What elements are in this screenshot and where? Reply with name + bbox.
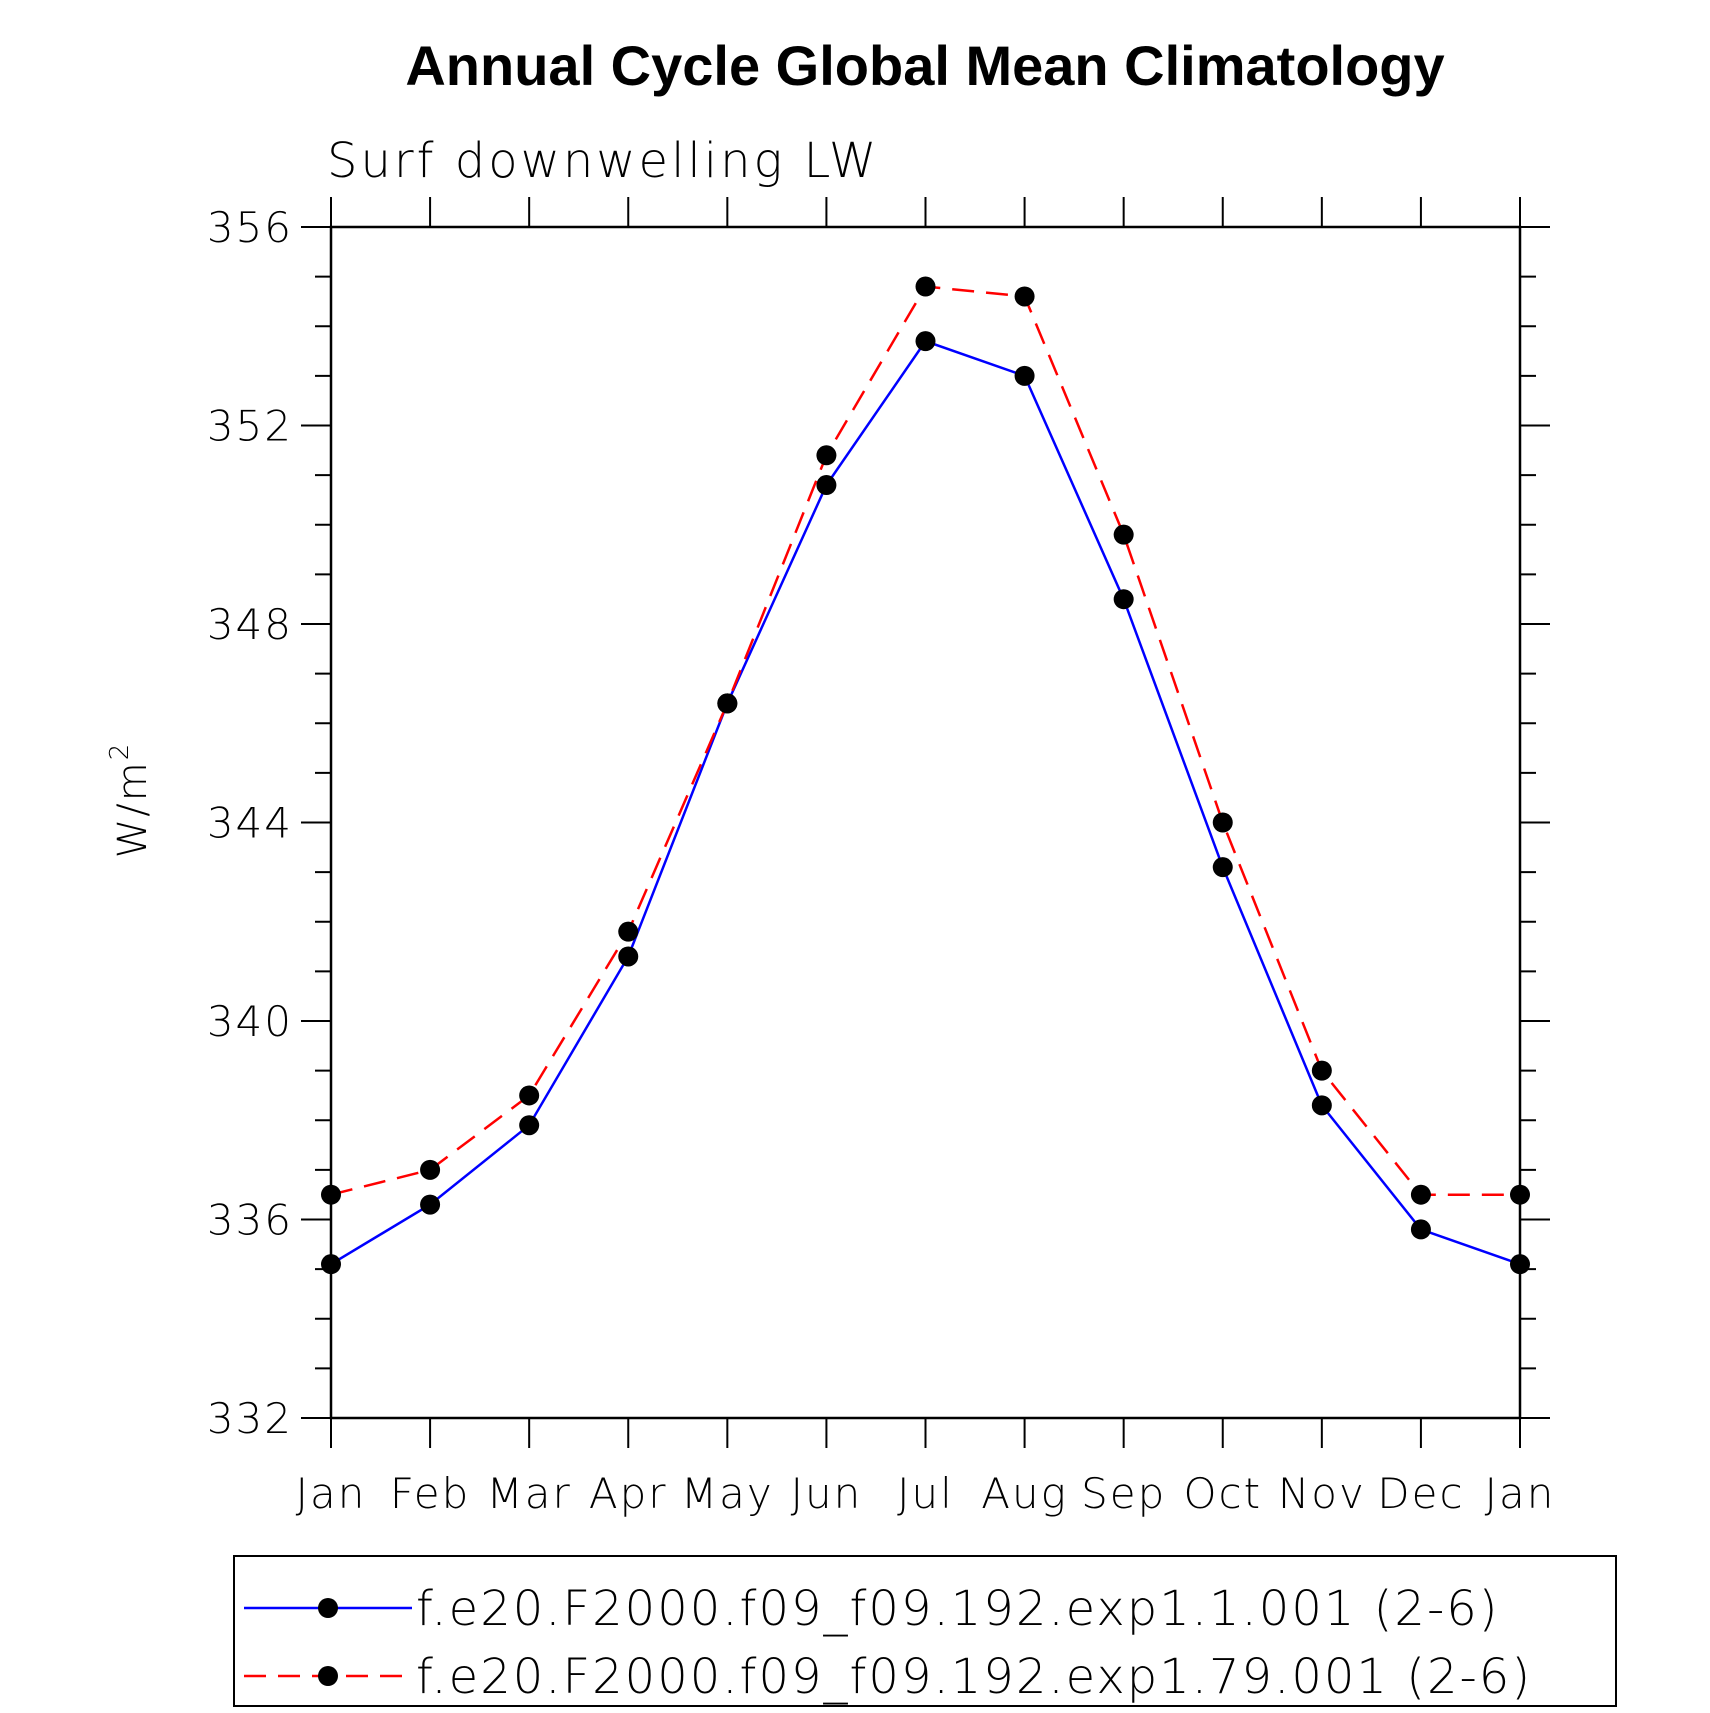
data-point bbox=[618, 946, 639, 967]
x-tick-label: Dec bbox=[1377, 1469, 1464, 1518]
x-tick-label: Nov bbox=[1278, 1469, 1366, 1518]
x-tick-label: Jul bbox=[897, 1469, 954, 1518]
y-tick-label: 348 bbox=[207, 600, 293, 649]
y-tick-label: 336 bbox=[207, 1196, 293, 1245]
data-point bbox=[519, 1115, 540, 1136]
y-tick-label: 332 bbox=[207, 1394, 293, 1443]
x-tick-label: May bbox=[681, 1469, 774, 1518]
x-tick-label: Oct bbox=[1183, 1469, 1262, 1518]
y-axis-title: W/m2 bbox=[105, 742, 156, 859]
data-point bbox=[816, 475, 837, 496]
x-tick-label: Mar bbox=[487, 1469, 572, 1518]
plot-frame bbox=[329, 225, 1522, 1420]
chart-title: Annual Cycle Global Mean Climatology bbox=[405, 34, 1444, 97]
data-point bbox=[420, 1159, 441, 1180]
data-point bbox=[816, 445, 837, 466]
legend-marker-2 bbox=[318, 1666, 338, 1686]
data-point bbox=[321, 1184, 341, 1205]
data-point bbox=[519, 1085, 540, 1106]
data-point bbox=[1311, 1060, 1332, 1081]
data-point bbox=[1014, 365, 1035, 386]
data-point bbox=[618, 921, 639, 942]
y-tick-label: 344 bbox=[207, 799, 293, 848]
legend-label-2: f.e20.F2000.f09_f09.192.exp1.79.001 (2-6… bbox=[416, 1649, 1532, 1705]
series-line bbox=[330, 339, 1521, 1266]
y-tick-label: 356 bbox=[207, 203, 293, 252]
data-point bbox=[1212, 857, 1233, 878]
chart-subtitle: Surf downwelling LW bbox=[327, 133, 879, 189]
data-point bbox=[420, 1194, 441, 1215]
data-point bbox=[1510, 1254, 1530, 1275]
data-point bbox=[1510, 1184, 1530, 1205]
data-point bbox=[915, 331, 936, 352]
x-tick-label: Jun bbox=[791, 1469, 863, 1518]
legend: f.e20.F2000.f09_f09.192.exp1.1.001 (2-6)… bbox=[244, 1581, 1532, 1705]
data-point bbox=[1410, 1219, 1431, 1240]
legend-box bbox=[233, 1555, 1617, 1707]
series-line bbox=[330, 285, 1520, 1196]
x-tick-label: Apr bbox=[589, 1469, 668, 1518]
axes: 332 336 340 344 348 352 356 Jan Feb Mar Apr May Jun J… bbox=[207, 197, 1556, 1518]
data-point bbox=[717, 693, 738, 714]
data-point bbox=[915, 276, 936, 297]
series-layer bbox=[321, 276, 1530, 1275]
y-tick-label: 352 bbox=[207, 402, 293, 451]
series-1 bbox=[321, 331, 1530, 1275]
legend-marker-1 bbox=[318, 1598, 338, 1618]
x-tick-label: Sep bbox=[1081, 1469, 1166, 1518]
data-point bbox=[1113, 589, 1134, 610]
data-point bbox=[1014, 286, 1035, 307]
data-point bbox=[1311, 1095, 1332, 1116]
svg-text:W/m2: W/m2 bbox=[105, 742, 156, 859]
series-2 bbox=[321, 276, 1530, 1205]
y-axis-label: W/m bbox=[110, 760, 156, 858]
data-point bbox=[1212, 812, 1233, 833]
data-point bbox=[1113, 524, 1134, 545]
x-tick-label: Aug bbox=[981, 1469, 1068, 1518]
x-tick-label: Feb bbox=[390, 1469, 470, 1518]
y-axis-label-superscript: 2 bbox=[105, 742, 135, 761]
y-tick-label: 340 bbox=[207, 997, 293, 1046]
data-point bbox=[1410, 1184, 1431, 1205]
legend-label-1: f.e20.F2000.f09_f09.192.exp1.1.001 (2-6) bbox=[416, 1581, 1500, 1637]
x-tick-label: Jan bbox=[296, 1469, 367, 1518]
x-tick-label: Jan bbox=[1485, 1469, 1556, 1518]
data-point bbox=[321, 1254, 341, 1275]
